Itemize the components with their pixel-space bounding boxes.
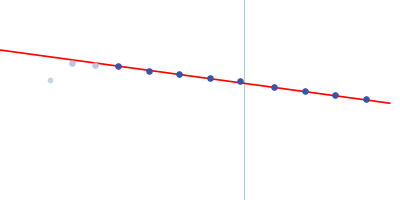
Point	[115, 64, 121, 68]
Point	[237, 79, 243, 83]
Point	[302, 89, 308, 93]
Point	[332, 93, 338, 97]
Point	[362, 97, 369, 101]
Point	[46, 78, 53, 82]
Point	[206, 76, 213, 80]
Point	[145, 69, 152, 73]
Point	[92, 63, 98, 67]
Point	[176, 72, 182, 76]
Point	[69, 61, 76, 65]
Point	[271, 85, 278, 89]
